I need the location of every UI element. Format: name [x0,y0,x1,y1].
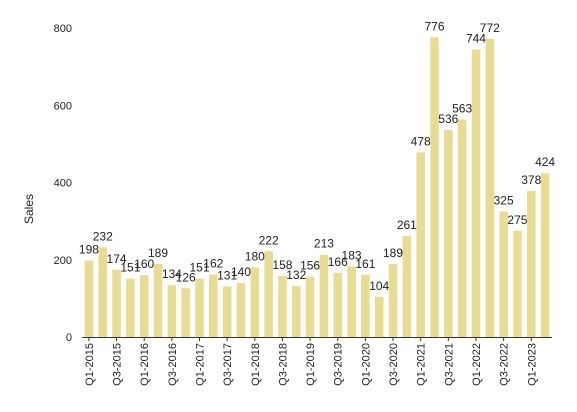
x-tick-label: Q1-2015 [84,343,96,386]
data-label-q2-2020: 104 [369,279,389,293]
x-tick-label: Q3-2018 [277,343,289,386]
x-tick-label: Q1-2021 [416,343,428,386]
data-label-q3-2016: 134 [162,267,182,281]
bar-q3-2015 [112,269,121,337]
data-label-q2-2017: 162 [203,256,223,270]
x-tick-label: Q3-2015 [112,343,124,386]
bar-q1-2020 [361,274,370,337]
data-label-q2-2022: 772 [480,21,500,35]
bar-q4-2022 [513,230,522,337]
bar-q3-2019 [333,272,343,337]
x-tick-label: Q1-2022 [471,343,483,386]
bar-q3-2020 [388,263,398,337]
bar-q2-2017 [209,274,218,337]
y-tick-label: 400 [54,178,72,190]
x-tick-label: Q3-2017 [222,343,234,386]
y-axis-title: Sales [22,194,36,224]
data-label-q4-2016: 126 [176,270,196,284]
data-label-q2-2018: 222 [259,233,279,247]
data-label-q4-2018: 132 [286,268,306,282]
y-tick-label: 200 [54,255,72,267]
bar-q3-2022 [499,211,508,337]
bar-q2-2020 [374,296,384,337]
bar-q2-2016 [153,263,163,337]
bar-q1-2022 [471,49,481,337]
data-label-q4-2017: 140 [231,265,251,279]
data-label-q1-2023: 378 [521,173,541,187]
data-label-q1-2020: 161 [355,257,375,271]
data-label-q2-2019: 213 [314,237,334,251]
bar-q2-2022 [485,38,495,337]
bar-q1-2016 [139,275,149,337]
bar-q4-2021 [457,119,467,337]
bar-q2-2021 [430,37,439,338]
bar-q2-2023 [540,173,550,337]
x-tick-label: Q1-2017 [195,343,207,386]
data-label-q1-2022: 744 [466,32,486,46]
bar-q4-2020 [402,236,412,337]
data-label-q1-2017: 151 [189,261,209,275]
bars-group [84,37,550,338]
data-label-q1-2021: 478 [411,134,431,148]
bar-q1-2021 [416,152,425,337]
data-label-q3-2019: 166 [328,255,348,269]
y-tick-label: 600 [54,100,72,112]
bar-q4-2016 [181,288,190,337]
bar-q2-2015 [98,247,108,337]
x-axis-ticks: Q1-2015 Q3-2015 Q1-2016 Q3-2016 Q1-2017 Q3-20… [84,337,538,386]
bar-q1-2015 [84,260,94,337]
x-tick-label: Q1-2020 [360,343,372,386]
bar-q3-2017 [222,286,232,337]
y-tick-label: 800 [54,23,72,35]
data-label-q3-2018: 158 [272,258,292,272]
data-label-q4-2015: 151 [120,261,140,275]
bar-q1-2017 [195,278,204,337]
bar-q1-2023 [526,190,536,337]
x-tick-label: Q3-2021 [443,343,455,386]
data-label-q1-2019: 156 [300,259,320,273]
bar-q3-2018 [278,275,287,337]
data-label-q4-2022: 275 [507,213,527,227]
x-tick-label: Q1-2019 [305,343,317,386]
bar-q2-2019 [319,254,329,337]
y-tick-label: 0 [66,332,72,344]
x-tick-label: Q3-2020 [388,343,400,386]
data-label-q4-2019: 183 [342,248,362,262]
bar-q1-2018 [250,267,260,337]
bar-q4-2018 [291,286,301,337]
data-label-q3-2020: 189 [383,246,403,260]
data-label-q2-2021: 776 [424,19,444,33]
data-label-q4-2021: 563 [452,102,472,116]
x-tick-label: Q3-2022 [499,343,511,386]
data-label-q2-2023: 424 [535,155,555,169]
data-label-q3-2017: 131 [217,268,237,282]
data-label-q2-2016: 189 [148,246,168,260]
x-tick-label: Q1-2023 [526,343,538,386]
data-label-q3-2021: 536 [438,112,458,126]
bar-q2-2018 [264,251,273,337]
bar-q4-2019 [347,266,356,337]
data-label-q2-2015: 232 [93,229,113,243]
data-label-q1-2015: 198 [79,243,99,257]
data-labels-group: 1982321741511601891341261511621311401802… [79,19,556,293]
bar-q1-2019 [305,276,315,337]
data-label-q1-2016: 160 [134,257,154,271]
x-tick-label: Q3-2016 [167,343,179,386]
data-label-q3-2022: 325 [494,193,514,207]
x-tick-label: Q3-2019 [333,343,345,386]
bar-q4-2015 [126,278,135,337]
bar-q3-2016 [167,285,177,337]
x-tick-label: Q1-2016 [139,343,151,386]
data-label-q4-2020: 261 [397,218,417,232]
x-tick-label: Q1-2018 [250,343,262,386]
data-label-q1-2018: 180 [245,249,265,263]
bar-q3-2021 [444,129,453,337]
data-label-q3-2015: 174 [107,252,127,266]
y-axis-ticks: 0 200 400 600 800 [54,23,72,344]
bar-q4-2017 [236,282,246,337]
